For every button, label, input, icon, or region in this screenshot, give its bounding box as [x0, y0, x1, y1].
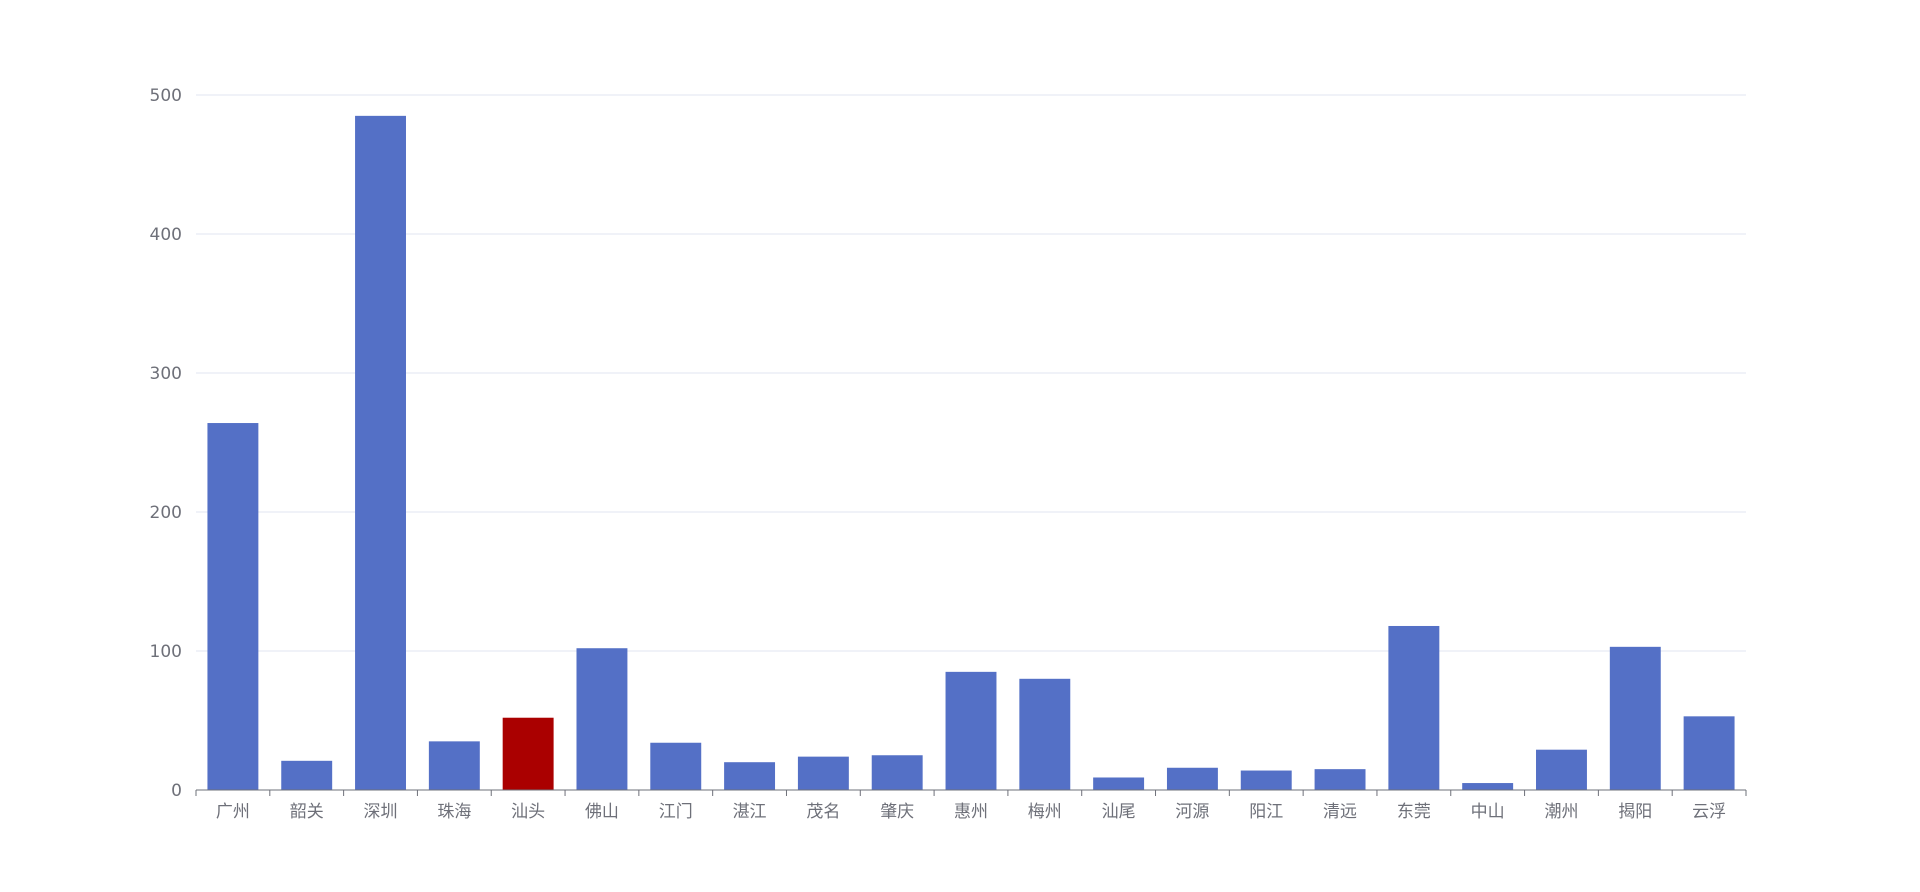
x-tick-label: 佛山	[585, 802, 619, 822]
bar-11	[1019, 678, 1071, 790]
bar-5	[576, 648, 628, 790]
y-tick-label: 500	[150, 86, 182, 106]
x-tick-label: 阳江	[1249, 802, 1283, 822]
x-tick-label: 珠海	[437, 802, 471, 822]
x-tick-label: 揭阳	[1618, 802, 1652, 822]
y-tick-label: 0	[171, 781, 182, 801]
bars	[207, 115, 1735, 791]
x-tick-label: 潮州	[1544, 802, 1578, 822]
bar-14	[1240, 770, 1292, 790]
bar-13	[1166, 767, 1218, 790]
x-tick-label: 梅州	[1028, 802, 1062, 822]
axes	[195, 789, 1747, 796]
bar-20	[1683, 716, 1735, 790]
bar-3	[428, 741, 480, 790]
x-tick-label: 广州	[216, 802, 250, 822]
tick-labels: 0 100 200 300 400 500 广州 韶关 深圳 珠海 汕头 佛山 江门 湛江 茂名 肇庆 惠州 梅州…	[150, 86, 1727, 822]
x-tick-label: 汕头	[511, 802, 545, 822]
bar-10	[945, 671, 997, 790]
bar-6	[650, 742, 702, 790]
y-tick-label: 400	[150, 225, 182, 245]
x-tick-label: 东莞	[1397, 802, 1431, 822]
bar-17	[1462, 783, 1514, 790]
x-tick-label: 韶关	[290, 802, 324, 822]
y-tick-label: 300	[150, 364, 182, 384]
bar-2	[355, 115, 406, 791]
bar-0	[207, 423, 259, 790]
bar-7	[724, 762, 776, 790]
x-tick-label: 江门	[659, 802, 693, 822]
x-tick-label: 惠州	[954, 802, 988, 822]
bar-16	[1388, 625, 1440, 790]
grid-lines	[196, 94, 1746, 652]
x-tick-label: 深圳	[364, 802, 398, 822]
bar-18	[1536, 749, 1587, 790]
x-tick-label: 云浮	[1692, 802, 1726, 822]
y-tick-label: 200	[150, 503, 182, 523]
bar-1	[281, 760, 333, 790]
x-tick-label: 茂名	[806, 802, 840, 822]
bar-4	[502, 717, 554, 790]
bar-15	[1314, 769, 1366, 790]
bar-19	[1609, 646, 1661, 790]
bar-8	[797, 756, 849, 790]
y-tick-label: 100	[150, 642, 182, 662]
x-tick-label: 河源	[1175, 802, 1209, 822]
x-tick-label: 汕尾	[1102, 802, 1136, 822]
x-tick-label: 肇庆	[880, 802, 914, 822]
bar-12	[1093, 777, 1145, 790]
x-tick-label: 中山	[1471, 802, 1505, 822]
x-tick-label: 清远	[1323, 802, 1357, 822]
bar-9	[871, 755, 923, 790]
x-tick-label: 湛江	[733, 802, 767, 822]
